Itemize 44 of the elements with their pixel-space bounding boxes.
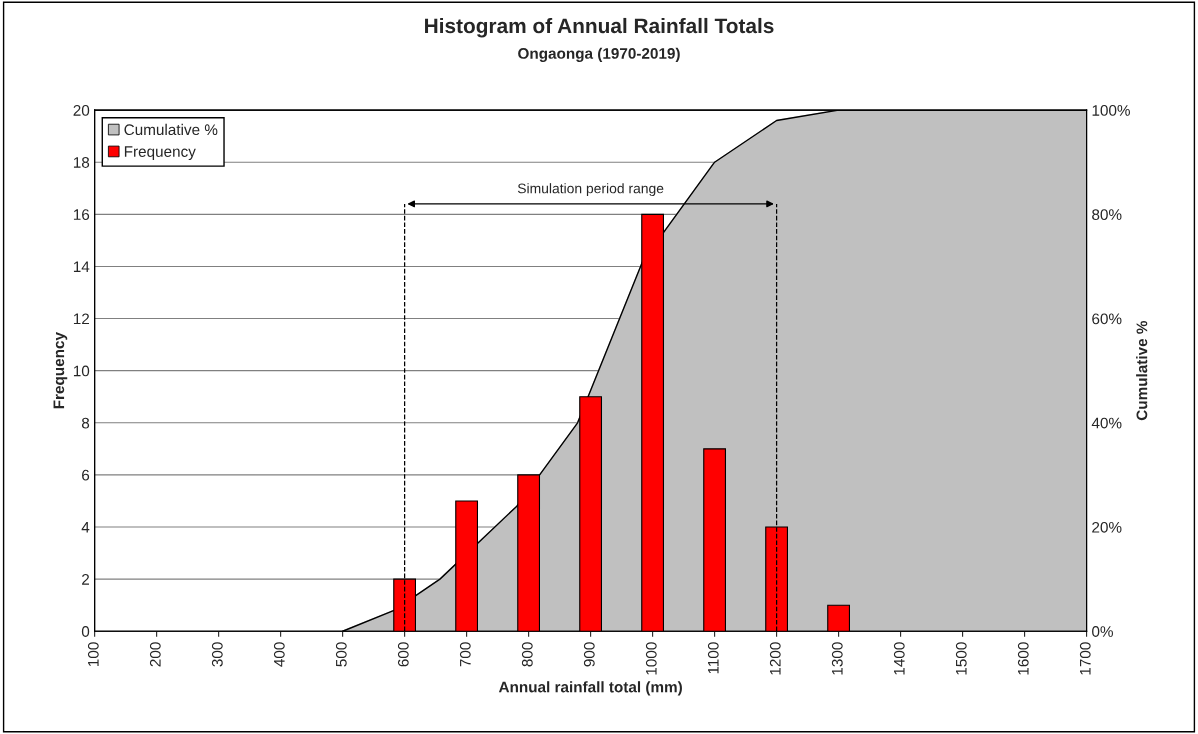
y2-tick-label: 80% (1092, 209, 1122, 221)
x-tick-label: 800 (521, 642, 533, 667)
bar (703, 448, 727, 632)
y-tick-label: 16 (73, 209, 90, 221)
bar (827, 604, 851, 632)
x-tick-label: 700 (459, 642, 471, 667)
legend-label: Frequency (124, 146, 196, 160)
y2-tick-label: 20% (1092, 521, 1122, 533)
x-tick-label: 1300 (831, 642, 843, 675)
y-axis-title: Frequency (53, 332, 68, 409)
y-tick-label: 8 (81, 417, 90, 429)
x-tick-label: 300 (211, 642, 223, 667)
x-tick-label: 600 (397, 642, 409, 667)
x-tick-label: 1500 (955, 642, 967, 675)
x-tick-label: 1000 (645, 642, 657, 675)
y2-tick-label: 40% (1091, 417, 1122, 429)
y-tick-label: 12 (73, 313, 90, 325)
y-tick-label: 10 (73, 365, 90, 377)
y2-tick-label: 100% (1092, 104, 1130, 116)
chart-subtitle: Ongaonga (1970-2019) (518, 47, 680, 62)
x-axis-title: Annual rainfall total (mm) (498, 681, 682, 696)
y2-axis-title: Cumulative % (1136, 320, 1148, 421)
x-tick-label: 400 (273, 642, 285, 667)
x-tick-label: 900 (583, 642, 595, 667)
x-tick-label: 100 (87, 642, 99, 666)
x-tick-label: 200 (149, 642, 161, 667)
y-tick-label: 0 (81, 626, 90, 637)
annotation: Simulation period range (517, 183, 664, 197)
legend-label: Cumulative % (124, 123, 218, 136)
x-tick-label: 1400 (893, 642, 905, 675)
x-tick-label: 1100 (707, 642, 719, 674)
x-tick-label: 1200 (769, 642, 781, 675)
y2-tick-label: 60% (1092, 313, 1122, 325)
x-tick-label: 500 (335, 642, 347, 667)
y-tick-label: 20 (73, 104, 90, 116)
y-tick-label: 4 (81, 522, 90, 533)
x-tick-label: 1700 (1079, 642, 1091, 675)
chart-title: Histogram of Annual Rainfall Totals (425, 17, 774, 38)
y-tick-label: 6 (82, 469, 90, 481)
y-tick-label: 18 (73, 157, 90, 168)
x-tick-label: 1600 (1017, 642, 1029, 675)
y2-tick-label: 0% (1092, 626, 1113, 637)
y-tick-label: 2 (82, 573, 90, 585)
y-tick-label: 14 (73, 261, 90, 272)
